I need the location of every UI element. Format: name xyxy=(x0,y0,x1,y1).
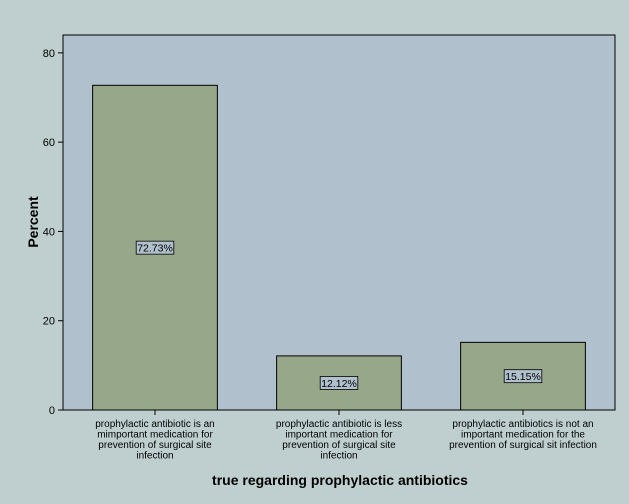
y-tick-label: 60 xyxy=(43,137,55,149)
y-tick-label: 40 xyxy=(43,226,55,238)
x-axis: prophylactic antibiotic is an mimportant … xyxy=(95,410,597,462)
y-tick-label: 20 xyxy=(43,316,55,328)
y-axis: 0 20 40 60 80 xyxy=(43,48,63,417)
y-axis-title: Percent xyxy=(25,196,41,248)
bars: 72.73% 12.12% 15.15% xyxy=(92,84,586,411)
y-tick-label: 80 xyxy=(43,48,55,60)
y-tick-label: 0 xyxy=(49,405,55,417)
x-tick-label: prophylactic antibiotic is an mimportant … xyxy=(95,419,215,462)
x-tick-label: prophylactic antibiotics is not an import… xyxy=(449,419,597,451)
x-axis-title: true regarding prophylactic antibiotics xyxy=(212,472,468,488)
data-label-box xyxy=(135,240,175,255)
data-label-box xyxy=(503,369,543,384)
data-label-box xyxy=(319,376,359,390)
data-label: 12.12% xyxy=(321,378,357,390)
data-label: 15.15% xyxy=(505,371,541,383)
data-label: 72.73% xyxy=(137,243,173,255)
x-tick-label: prophylactic antibiotic is less important… xyxy=(276,419,402,462)
